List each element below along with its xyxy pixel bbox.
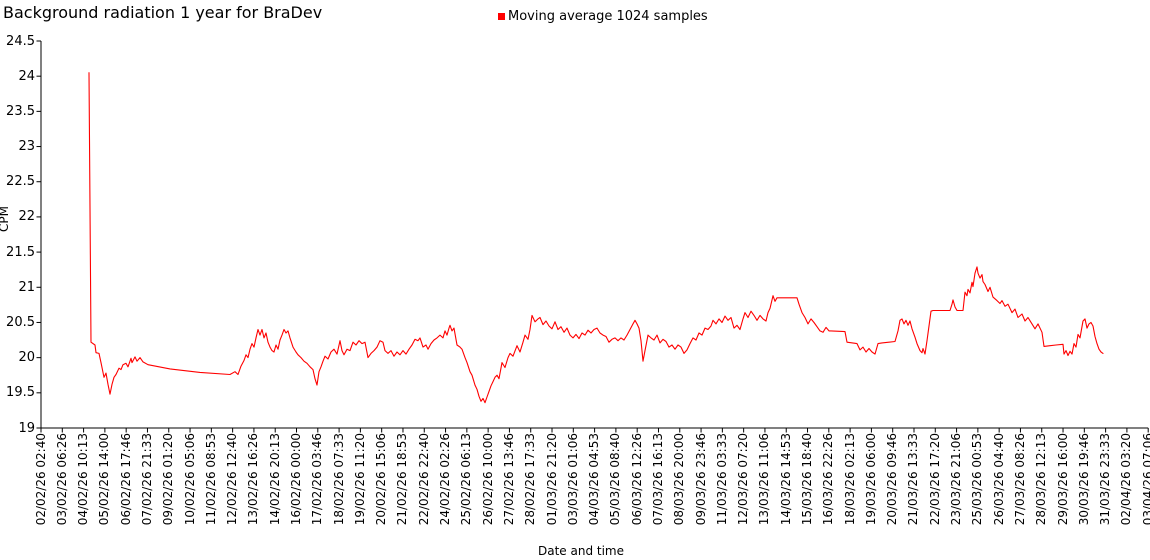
x-tick-label: 10/02/26 05:06 [182, 433, 197, 526]
y-tick-label: 22.5 [6, 174, 35, 190]
x-tick-label: 12/03/26 07:20 [736, 433, 751, 526]
x-tick-label: 06/03/26 12:26 [629, 433, 644, 526]
x-tick-label: 16/03/26 22:26 [821, 433, 836, 526]
x-tick-label: 28/03/26 12:13 [1034, 433, 1049, 526]
x-tick-label: 12/02/26 12:40 [225, 433, 240, 526]
y-tick-label: 23 [18, 139, 35, 155]
x-tick-label: 27/02/26 13:46 [501, 433, 516, 526]
x-tick-label: 06/02/26 17:46 [118, 433, 133, 526]
x-tick-label: 09/03/26 23:46 [693, 433, 708, 526]
y-tick-label: 20 [18, 350, 35, 366]
x-tick-label: 04/03/26 04:53 [587, 433, 602, 526]
x-tick-label: 17/02/26 03:46 [310, 433, 325, 526]
x-tick-label: 15/03/26 18:40 [800, 433, 815, 526]
x-tick-label: 28/02/26 17:33 [523, 433, 538, 526]
x-tick-label: 25/02/26 06:13 [459, 433, 474, 526]
x-tick-label: 25/03/26 00:53 [970, 433, 985, 526]
x-tick-label: 04/02/26 10:13 [76, 433, 91, 526]
x-tick-label: 29/03/26 16:00 [1055, 433, 1070, 526]
x-tick-label: 23/03/26 21:06 [949, 433, 964, 526]
x-tick-label: 14/02/26 20:13 [267, 433, 282, 526]
x-tick-label: 18/02/26 07:33 [331, 433, 346, 526]
x-tick-label: 20/02/26 15:06 [374, 433, 389, 526]
x-tick-label: 11/02/26 08:53 [203, 433, 218, 526]
y-tick-label: 24.5 [6, 33, 35, 49]
x-tick-label: 09/02/26 01:20 [161, 433, 176, 526]
x-tick-label: 07/03/26 16:13 [650, 433, 665, 526]
x-tick-label: 30/03/26 19:46 [1076, 433, 1091, 526]
y-tick-label: 20.5 [6, 314, 35, 330]
x-tick-label: 27/03/26 08:26 [1012, 433, 1027, 526]
x-axis-label: Date and time [538, 544, 624, 558]
x-tick-label: 07/02/26 21:33 [139, 433, 154, 526]
y-tick-label: 19 [18, 420, 35, 436]
y-axis-label: CPM [0, 206, 11, 232]
y-tick-label: 19.5 [6, 385, 35, 401]
x-tick-label: 05/02/26 14:00 [97, 433, 112, 526]
x-tick-label: 13/02/26 16:26 [246, 433, 261, 526]
x-tick-label: 22/02/26 22:40 [416, 433, 431, 526]
x-tick-label: 14/03/26 14:53 [778, 433, 793, 526]
y-tick-label: 21 [18, 279, 35, 295]
x-tick-label: 26/03/26 04:40 [991, 433, 1006, 526]
x-tick-label: 19/02/26 11:20 [352, 433, 367, 526]
x-tick-label: 02/04/26 03:20 [1119, 433, 1134, 526]
x-tick-label: 11/03/26 03:33 [714, 433, 729, 526]
x-tick-label: 05/03/26 08:40 [608, 433, 623, 526]
x-tick-label: 20/03/26 09:46 [885, 433, 900, 526]
x-tick-label: 13/03/26 11:06 [757, 433, 772, 526]
x-tick-label: 08/03/26 20:00 [672, 433, 687, 526]
x-tick-label: 26/02/26 10:00 [480, 433, 495, 526]
chart-title: Background radiation 1 year for BraDev [3, 3, 323, 22]
legend-label: Moving average 1024 samples [508, 9, 708, 24]
x-tick-label: 16/02/26 00:00 [289, 433, 303, 526]
x-tick-label: 03/04/26 07:06 [1140, 433, 1150, 526]
legend: Moving average 1024 samples [498, 9, 708, 24]
data-line [88, 72, 1104, 404]
x-tick-label: 19/03/26 06:00 [863, 433, 878, 526]
y-tick-label: 23.5 [6, 103, 35, 119]
x-tick-label: 31/03/26 23:33 [1098, 433, 1113, 526]
x-tick-label: 22/03/26 17:20 [927, 433, 942, 526]
y-tick-label: 24 [18, 68, 35, 84]
legend-marker-icon [498, 13, 505, 20]
x-tick-label: 21/03/26 13:33 [906, 433, 921, 526]
x-tick-label: 01/03/26 21:20 [544, 433, 559, 526]
y-tick-label: 21.5 [6, 244, 35, 260]
x-tick-label: 02/02/26 02:40 [33, 433, 48, 526]
x-tick-label: 18/03/26 02:13 [842, 433, 857, 526]
x-tick-label: 24/02/26 02:26 [438, 433, 453, 526]
x-tick-label: 21/02/26 18:53 [395, 433, 410, 526]
x-tick-label: 03/02/26 06:26 [54, 433, 69, 526]
x-tick-label: 03/03/26 01:06 [565, 433, 580, 526]
y-tick-label: 22 [18, 209, 35, 225]
